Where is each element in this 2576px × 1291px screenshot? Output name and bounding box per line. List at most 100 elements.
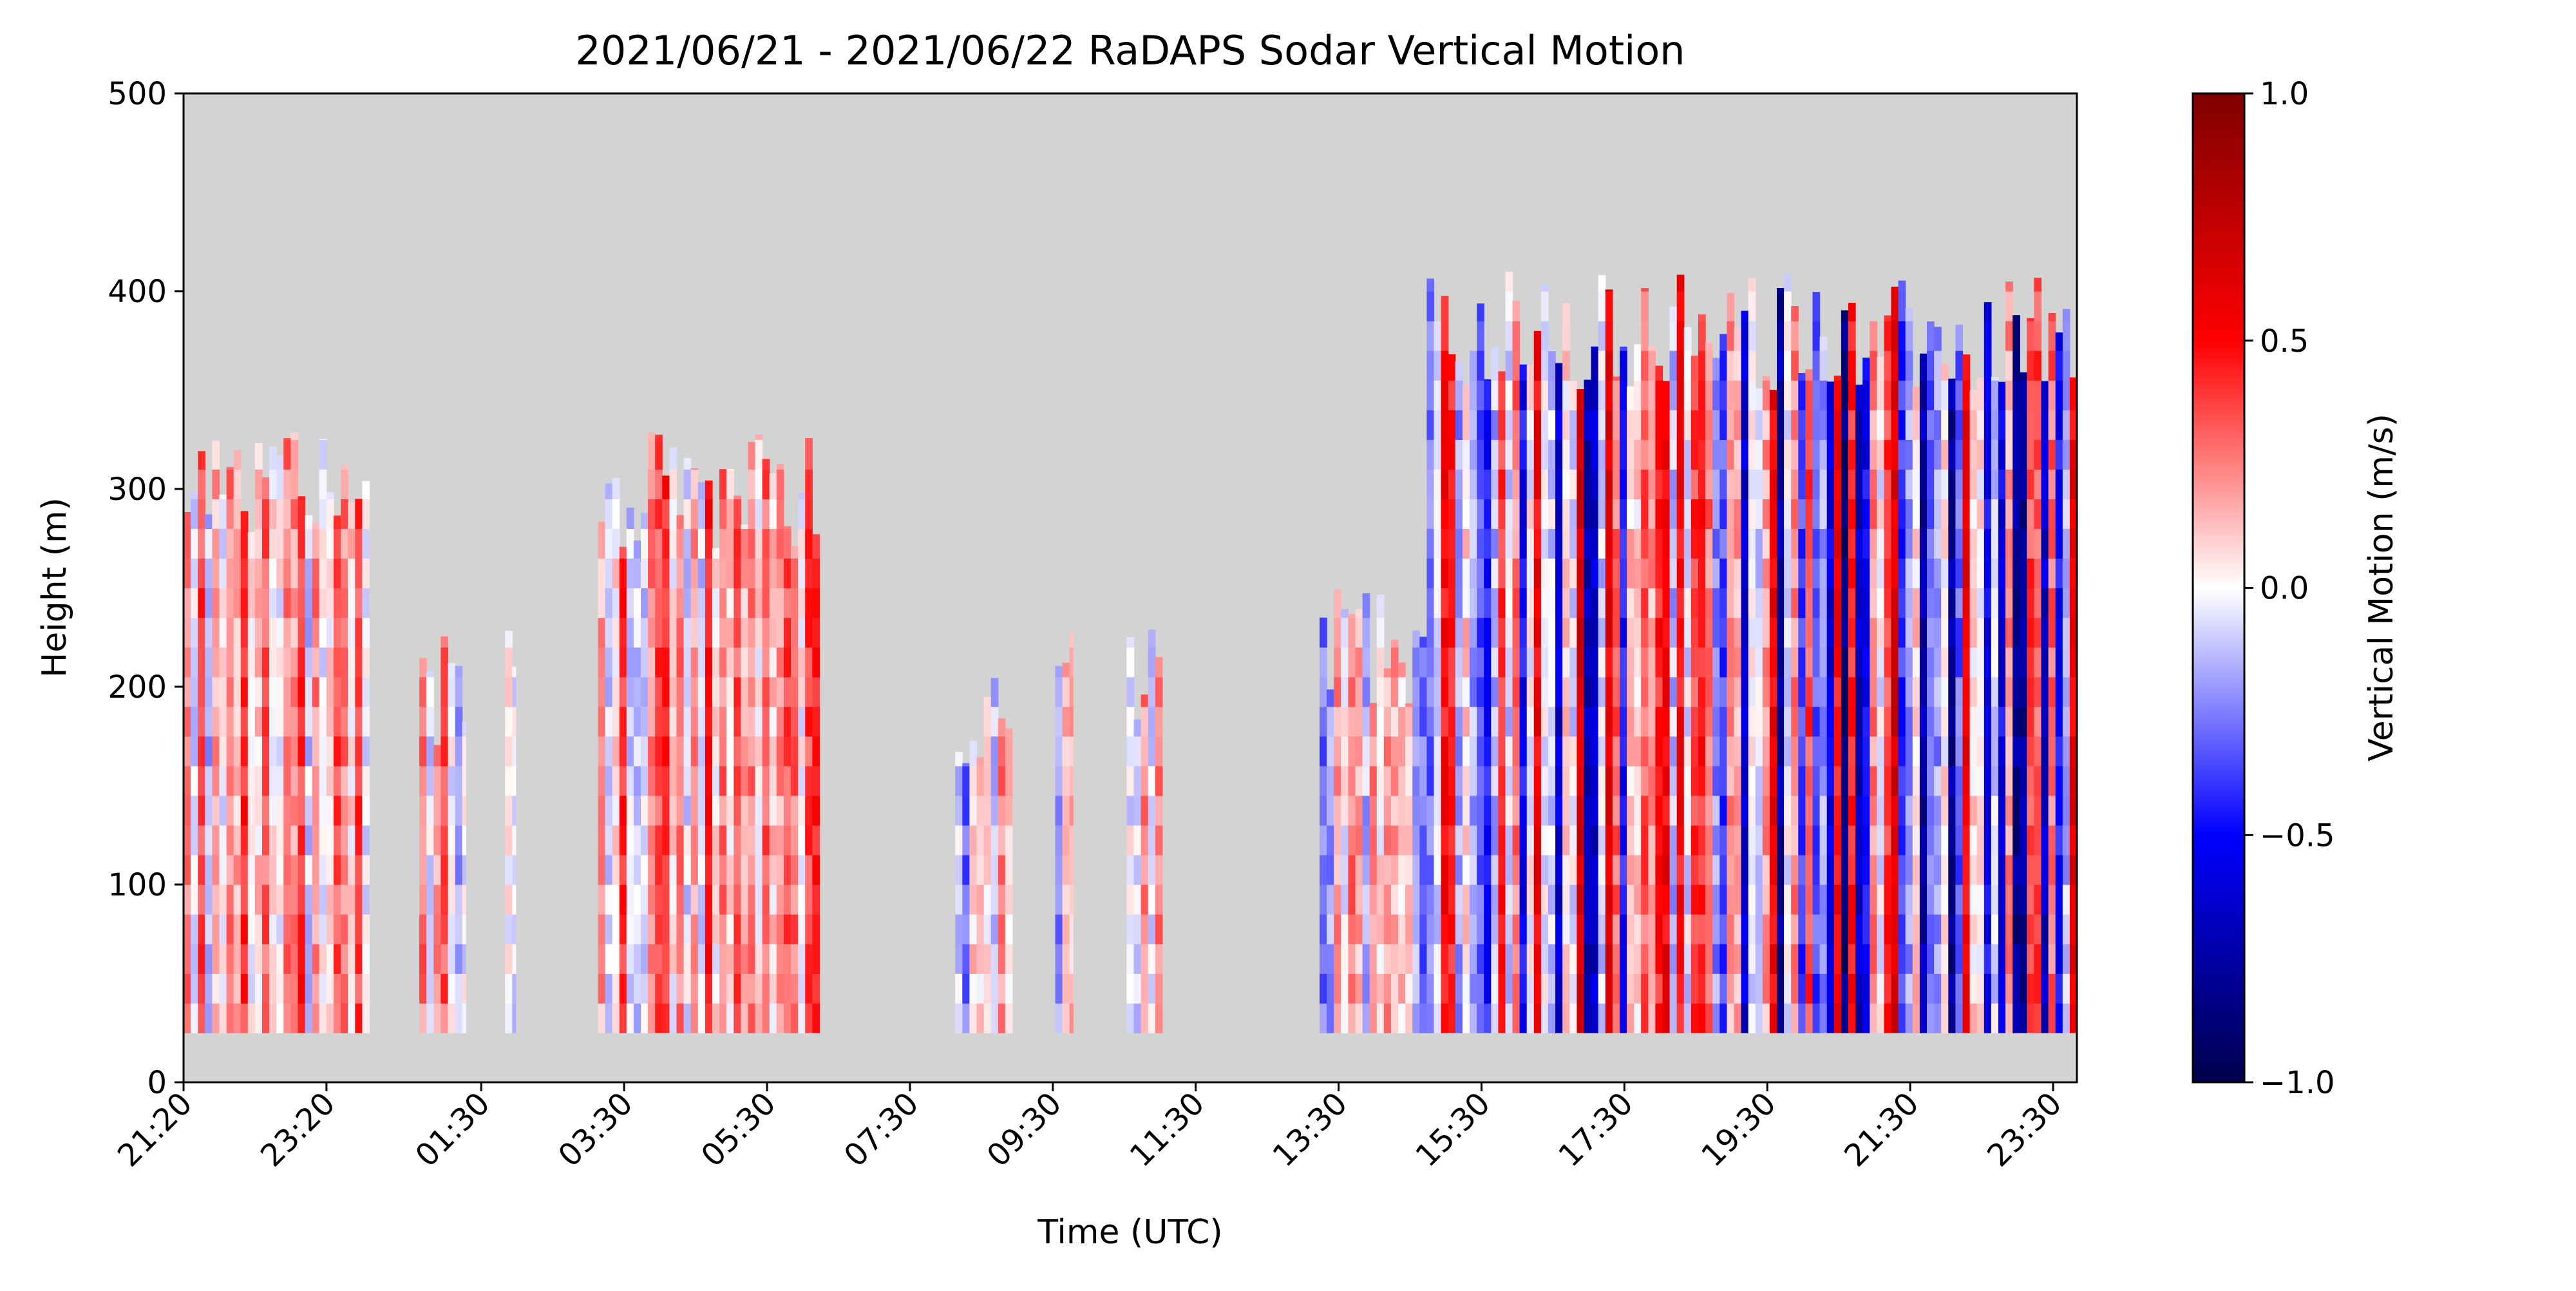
heatmap-cell [1334, 617, 1341, 648]
heatmap-cell [1491, 706, 1499, 737]
heatmap-cell [605, 914, 613, 944]
heatmap-cell [1862, 676, 1870, 707]
heatmap-cell [1555, 647, 1563, 678]
heatmap-cell [2062, 706, 2070, 737]
heatmap-cell [240, 944, 249, 974]
heatmap-cell [1862, 617, 1870, 648]
heatmap-cell [1734, 855, 1742, 885]
heatmap-cell [812, 706, 820, 737]
heatmap-cell [1798, 499, 1806, 529]
heatmap-cell [2055, 558, 2063, 589]
heatmap-cell [1327, 944, 1334, 974]
heatmap-cell [1734, 558, 1742, 589]
heatmap-cell [184, 914, 191, 944]
heatmap-cell [1669, 499, 1678, 529]
heatmap-cell [334, 736, 341, 767]
heatmap-cell [312, 855, 320, 885]
heatmap-cell [1991, 736, 1999, 767]
heatmap-cell [1712, 765, 1720, 796]
heatmap-cell [2005, 795, 2013, 826]
heatmap-cell [1919, 558, 1927, 589]
heatmap-cell [1498, 914, 1506, 944]
heatmap-cell [341, 499, 348, 529]
heatmap-cell [319, 617, 327, 648]
heatmap-cell [298, 795, 306, 826]
heatmap-cell [1727, 973, 1735, 1004]
heatmap-cell [1533, 885, 1542, 915]
heatmap-cell [276, 825, 284, 856]
heatmap-cell [1669, 825, 1678, 856]
heatmap-cell [655, 795, 663, 826]
heatmap-cell [433, 745, 441, 767]
heatmap-cell [712, 765, 720, 796]
heatmap-cell [719, 469, 727, 499]
heatmap-cell [669, 588, 677, 618]
heatmap-cell [1676, 825, 1685, 856]
heatmap-cell [1426, 765, 1435, 796]
heatmap-cell [1833, 469, 1842, 499]
heatmap-cell [1690, 1003, 1699, 1033]
heatmap-cell [705, 499, 713, 529]
heatmap-cell [1405, 825, 1413, 856]
heatmap-cell [298, 528, 306, 559]
heatmap-cell [419, 658, 427, 678]
heatmap-cell [1376, 1003, 1385, 1033]
heatmap-cell [233, 450, 242, 470]
heatmap-cell [1841, 617, 1849, 648]
heatmap-cell [226, 765, 234, 796]
heatmap-cell [1426, 973, 1435, 1004]
heatmap-cell [1133, 973, 1142, 1004]
heatmap-cell [1062, 825, 1070, 856]
x-tick-label: 23:20 [254, 1085, 342, 1174]
heatmap-cell [1727, 499, 1735, 529]
heatmap-cell [2005, 765, 2013, 796]
heatmap-cell [1498, 825, 1506, 856]
heatmap-cell [726, 706, 734, 737]
heatmap-cell [1998, 765, 2006, 796]
heatmap-cell [1577, 558, 1585, 589]
heatmap-cell [1991, 380, 1999, 410]
heatmap-cell [1734, 328, 1742, 351]
heatmap-cell [1491, 973, 1499, 1004]
heatmap-cell [1969, 795, 1978, 826]
heatmap-cell [1877, 499, 1885, 529]
heatmap-cell [1690, 825, 1699, 856]
heatmap-cell [626, 507, 634, 529]
heatmap-cell [1470, 528, 1477, 559]
heatmap-cell [755, 944, 763, 974]
heatmap-cell [1841, 676, 1849, 707]
heatmap-cell [1891, 973, 1899, 1004]
heatmap-cell [1519, 944, 1528, 974]
heatmap-cell [1519, 469, 1528, 499]
heatmap-cell [1327, 973, 1334, 1004]
heatmap-cell [1334, 647, 1341, 678]
heatmap-cell [1870, 380, 1877, 410]
heatmap-cell [1334, 885, 1341, 915]
heatmap-cell [1477, 439, 1484, 470]
heatmap-cell [697, 765, 706, 796]
heatmap-cell [1698, 617, 1706, 648]
heatmap-cell [1984, 676, 1992, 707]
heatmap-cell [1598, 647, 1606, 678]
heatmap-cell [362, 973, 370, 1004]
heatmap-cell [212, 647, 220, 678]
heatmap-cell [1870, 350, 1877, 381]
heatmap-cell [455, 825, 463, 856]
heatmap-cell [440, 795, 449, 826]
heatmap-cell [1655, 855, 1663, 885]
heatmap-cell [741, 736, 749, 767]
heatmap-cell [1741, 647, 1749, 678]
heatmap-cell [1998, 499, 2006, 529]
heatmap-cell [1584, 765, 1592, 796]
heatmap-cell [1620, 350, 1627, 381]
heatmap-cell [612, 914, 620, 944]
heatmap-cell [641, 676, 649, 707]
heatmap-cell [783, 914, 791, 944]
heatmap-cell [505, 647, 513, 678]
heatmap-cell [1434, 528, 1442, 559]
heatmap-cell [1934, 973, 1942, 1004]
heatmap-cell [1398, 795, 1406, 826]
heatmap-cell [1362, 973, 1370, 1004]
heatmap-cell [219, 647, 227, 678]
